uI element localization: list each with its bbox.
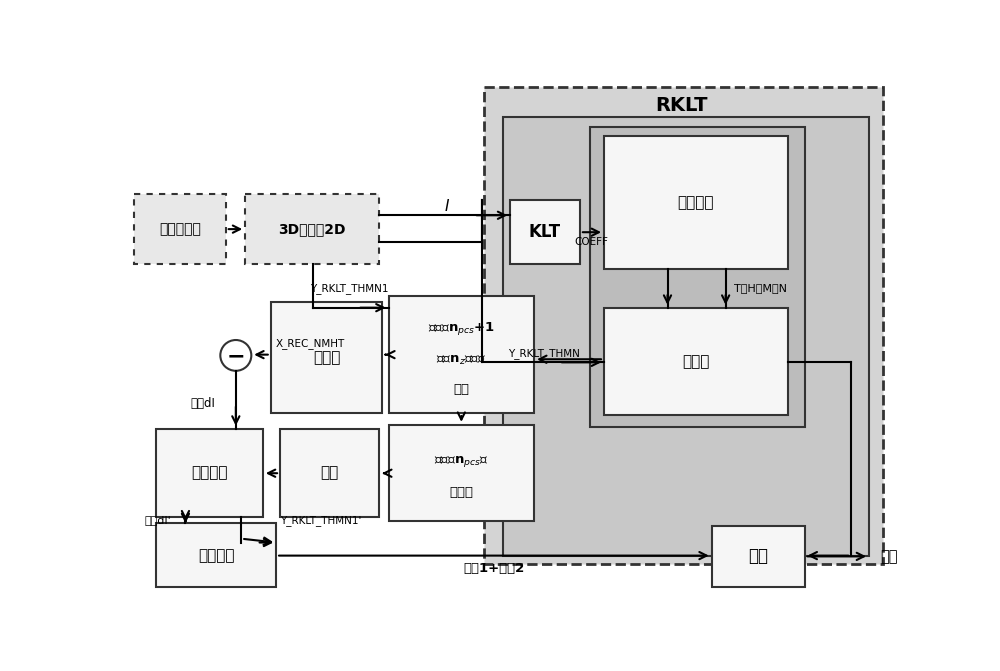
Bar (388, 296, 534, 413)
Text: 组织: 组织 (748, 548, 768, 566)
Text: 残差dI: 残差dI (190, 397, 215, 411)
Bar (590, 127, 805, 427)
Bar (156, 429, 263, 517)
Text: T、H、M、N: T、H、M、N (734, 283, 787, 293)
Text: 残差dI': 残差dI' (144, 515, 171, 525)
Text: 为零: 为零 (453, 383, 469, 397)
Bar (484, 87, 883, 564)
Bar (271, 302, 382, 413)
Text: 令其第n$_{pcs}$+1: 令其第n$_{pcs}$+1 (428, 320, 495, 338)
Text: 截取前n$_{pcs}$个: 截取前n$_{pcs}$个 (434, 454, 489, 469)
Text: 3D转换为2D: 3D转换为2D (278, 222, 346, 236)
Text: 区间编码: 区间编码 (198, 548, 234, 563)
Text: −: − (227, 346, 245, 366)
Text: 逆变换: 逆变换 (313, 350, 340, 365)
Bar (712, 525, 805, 587)
Text: X_REC_NMHT: X_REC_NMHT (276, 338, 345, 348)
Bar (388, 425, 534, 521)
Text: 输出: 输出 (881, 549, 898, 564)
Text: RKLT: RKLT (655, 96, 708, 115)
Bar (503, 117, 869, 556)
Text: 预测: 预测 (320, 465, 339, 480)
Text: Y_RKLT_THMN: Y_RKLT_THMN (508, 348, 579, 358)
Circle shape (220, 340, 251, 371)
Text: Y_RKLT_THMN1': Y_RKLT_THMN1' (280, 515, 361, 527)
Text: COEFF: COEFF (575, 238, 608, 247)
Text: 主成分: 主成分 (449, 486, 473, 499)
Text: Y_RKLT_THMN1: Y_RKLT_THMN1 (310, 283, 389, 294)
Bar (280, 429, 379, 517)
Bar (134, 195, 226, 264)
Text: 矩阵分解: 矩阵分解 (678, 195, 714, 210)
Text: 到第n$_z$列向量: 到第n$_z$列向量 (436, 354, 487, 367)
Text: 码流1+码流2: 码流1+码流2 (463, 562, 525, 575)
Bar (510, 200, 580, 264)
Bar (245, 195, 379, 264)
Bar (604, 136, 788, 269)
Text: 正向映射: 正向映射 (191, 465, 228, 480)
Bar (156, 523, 276, 587)
Text: 高光谱图像: 高光谱图像 (159, 222, 201, 236)
Text: KLT: KLT (529, 223, 561, 241)
Bar (604, 308, 788, 415)
Text: I: I (444, 199, 449, 213)
Text: 正变换: 正变换 (682, 354, 709, 369)
